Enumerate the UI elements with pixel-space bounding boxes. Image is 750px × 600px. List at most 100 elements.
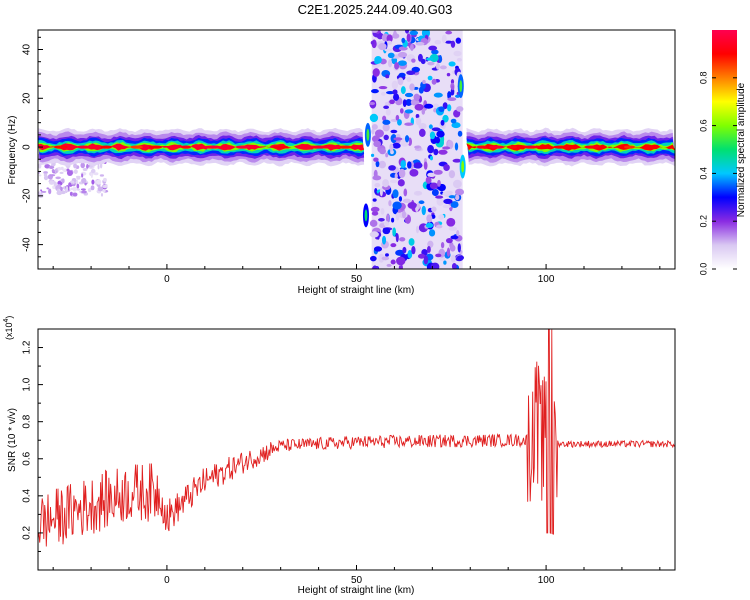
heatmap-burst-cell [374, 129, 384, 138]
heatmap-burst-cell [426, 214, 433, 223]
heatmap-burst-cell [370, 206, 380, 213]
heatmap-burst-cell [418, 86, 424, 94]
heatmap-burst-cell [456, 57, 462, 62]
heatmap-noise-cell [48, 165, 55, 169]
heatmap-burst-cell [406, 70, 416, 76]
heatmap-burst-cell [438, 149, 448, 155]
heatmap-burst-cell [401, 210, 406, 219]
heatmap-hot-spot [338, 145, 353, 149]
heatmap-burst-cell [392, 89, 398, 95]
heatmap-burst-cell [447, 91, 452, 100]
heatmap-hot-spot [180, 145, 192, 149]
heatmap-burst-cell [390, 129, 398, 134]
heatmap-hot-spot [584, 145, 599, 149]
heatmap-burst-cell [435, 136, 441, 144]
heatmap-burst-cell [378, 160, 387, 169]
heatmap-burst-cell [447, 104, 452, 112]
heatmap-burst-cell [427, 75, 433, 81]
heatmap-burst-cell [454, 142, 459, 151]
heatmap-burst-cell [382, 235, 387, 245]
heatmap-noise-cell [90, 185, 95, 191]
heatmap-burst-cell [417, 53, 423, 62]
colorbar-gradient [712, 30, 737, 269]
heatmap-noise-cell [38, 171, 41, 174]
heatmap-burst-cell [400, 86, 406, 95]
heatmap-burst-cell [455, 188, 465, 196]
heatmap-noise-cell [55, 176, 61, 180]
heatmap-burst-cell [421, 30, 431, 38]
heatmap-noise-cell [59, 171, 64, 175]
heatmap-burst-cell [374, 182, 381, 188]
heatmap-noise-cell [48, 180, 55, 185]
heatmap-burst-cell [415, 41, 425, 46]
heatmap-burst-cell [450, 254, 456, 263]
snr-plot-area [38, 329, 675, 570]
snr-x-tick-label: 0 [164, 575, 170, 586]
heatmap-burst-edge-core [366, 128, 370, 141]
heatmap-noise-cell [72, 192, 78, 197]
heatmap-burst-cell [457, 243, 461, 253]
heatmap-noise-cell [81, 177, 87, 184]
heatmap-burst-cell [397, 77, 404, 86]
heatmap-burst-cell [390, 243, 397, 248]
heatmap-burst-cell [411, 58, 416, 63]
heatmap-hot-spot [272, 145, 289, 149]
heatmap-burst-cell [411, 246, 416, 255]
heatmap-burst-cell [427, 172, 436, 178]
heatmap-burst-cell [398, 72, 406, 78]
heatmap-burst-cell [379, 187, 383, 197]
heatmap-burst-cell [452, 158, 462, 163]
heatmap-burst-edge-core [461, 160, 465, 173]
heatmap-burst-cell [457, 130, 463, 137]
heatmap-burst-cell [385, 101, 389, 107]
heatmap-burst-cell [371, 124, 378, 130]
heatmap-burst-cell [435, 195, 444, 199]
heatmap-burst-cell [382, 115, 387, 122]
heatmap-burst-cell [435, 253, 442, 258]
heatmap-burst-cell [451, 122, 461, 129]
heatmap-hot-spot [77, 145, 90, 149]
heatmap-burst-cell [418, 128, 426, 137]
heatmap-burst-cell [414, 145, 420, 149]
heatmap-burst-cell [383, 105, 390, 109]
heatmap-burst-cell [436, 224, 443, 229]
heatmap-burst-cell [395, 114, 400, 121]
heatmap-noise-cell [57, 166, 62, 171]
heatmap-burst-cell [372, 175, 382, 181]
heatmap-burst-cell [413, 162, 423, 169]
heatmap-burst-cell [387, 52, 395, 59]
heatmap-y-tick-label: 20 [22, 92, 33, 104]
heatmap-burst-cell [431, 189, 439, 197]
heatmap-burst-cell [434, 39, 442, 45]
heatmap-marks [38, 30, 675, 269]
heatmap-burst-cell [454, 194, 460, 201]
heatmap-noise-cell [60, 186, 63, 192]
heatmap-burst-cell [369, 219, 378, 227]
heatmap-burst-cell [429, 155, 434, 161]
heatmap-noise-cell [66, 170, 73, 176]
heatmap-burst-cell [424, 103, 434, 109]
heatmap-noise-cell [81, 173, 84, 178]
heatmap-panel: 0 50 100 -40 -20 0 20 40 Height of straight lin… [7, 29, 676, 296]
heatmap-noise-cell [53, 181, 57, 187]
snr-x-axis-label: Height of straight line (km) [298, 585, 415, 596]
heatmap-noise-cell [76, 183, 80, 189]
heatmap-burst-cell [385, 74, 390, 79]
heatmap-burst-cell [427, 145, 435, 154]
heatmap-hot-spot [623, 145, 636, 149]
heatmap-burst-cell [409, 43, 414, 51]
heatmap-burst-cell [436, 197, 445, 206]
heatmap-noise-cell [76, 188, 80, 191]
heatmap-burst-cell [399, 237, 406, 242]
heatmap-burst-cell [430, 262, 440, 269]
heatmap-noise-cell [102, 189, 106, 193]
heatmap-noise-cell [51, 169, 55, 173]
heatmap-burst-cell [404, 135, 410, 143]
heatmap-burst-cell [456, 255, 465, 261]
heatmap-burst-cell [415, 205, 419, 212]
heatmap-noise-cell [61, 178, 65, 184]
heatmap-hot-spot [476, 145, 487, 149]
heatmap-burst-cell [399, 108, 404, 114]
heatmap-burst-cell [372, 68, 380, 77]
heatmap-noise-cell [86, 164, 89, 169]
